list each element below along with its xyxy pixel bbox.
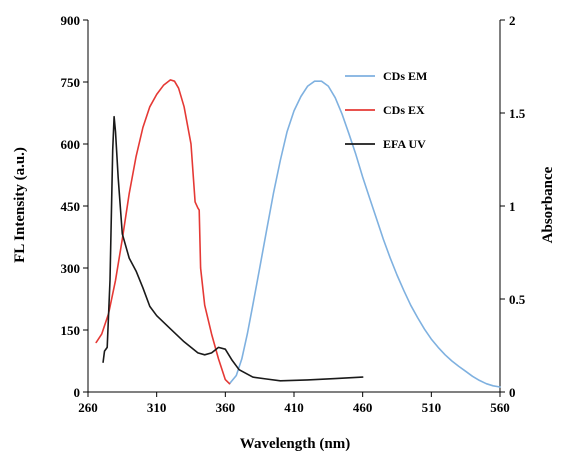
series-line-cds-ex — [95, 79, 231, 385]
legend-label-cds-ex: CDs EX — [383, 103, 425, 117]
x-tick-label: 360 — [216, 400, 236, 415]
legend: CDs EM CDs EX EFA UV — [345, 69, 427, 151]
x-axis-title: Wavelength (nm) — [240, 436, 350, 452]
left-y-tick-label: 900 — [61, 13, 81, 28]
right-y-tick-label: 0 — [509, 385, 516, 400]
left-y-tick-label: 150 — [61, 323, 81, 338]
right-y-tick-label: 0.5 — [509, 292, 526, 307]
right-y-tick-label: 1.5 — [509, 106, 526, 121]
left-y-tick-label: 600 — [61, 137, 81, 152]
x-tick-label: 460 — [353, 400, 373, 415]
x-tick-label: 310 — [147, 400, 167, 415]
legend-label-cds-em: CDs EM — [383, 69, 427, 83]
series-layer — [95, 79, 501, 388]
x-tick-label: 410 — [284, 400, 304, 415]
left-y-tick-label: 300 — [61, 261, 81, 276]
left-y-tick-label: 750 — [61, 75, 81, 90]
x-tick-label: 510 — [422, 400, 442, 415]
right-y-axis-title: Absorbance — [540, 166, 556, 243]
left-y-axis-ticks: 0 150 300 450 600 750 900 — [61, 13, 88, 400]
right-y-tick-label: 1 — [509, 199, 516, 214]
left-y-tick-label: 0 — [74, 385, 81, 400]
left-y-axis-title: FL Intensity (a.u.) — [12, 147, 28, 263]
plot-frame — [87, 20, 501, 393]
right-y-tick-label: 2 — [509, 13, 516, 28]
x-tick-label: 260 — [78, 400, 98, 415]
x-tick-label: 560 — [490, 400, 510, 415]
right-y-axis-ticks: 0 0.5 1 1.5 2 — [500, 13, 526, 400]
series-line-cds-em — [228, 80, 501, 388]
legend-label-efa-uv: EFA UV — [383, 137, 426, 151]
x-axis-ticks: 260 310 360 410 460 510 560 — [78, 392, 510, 415]
left-y-tick-label: 450 — [61, 199, 81, 214]
series-line-efa-uv — [102, 115, 364, 382]
